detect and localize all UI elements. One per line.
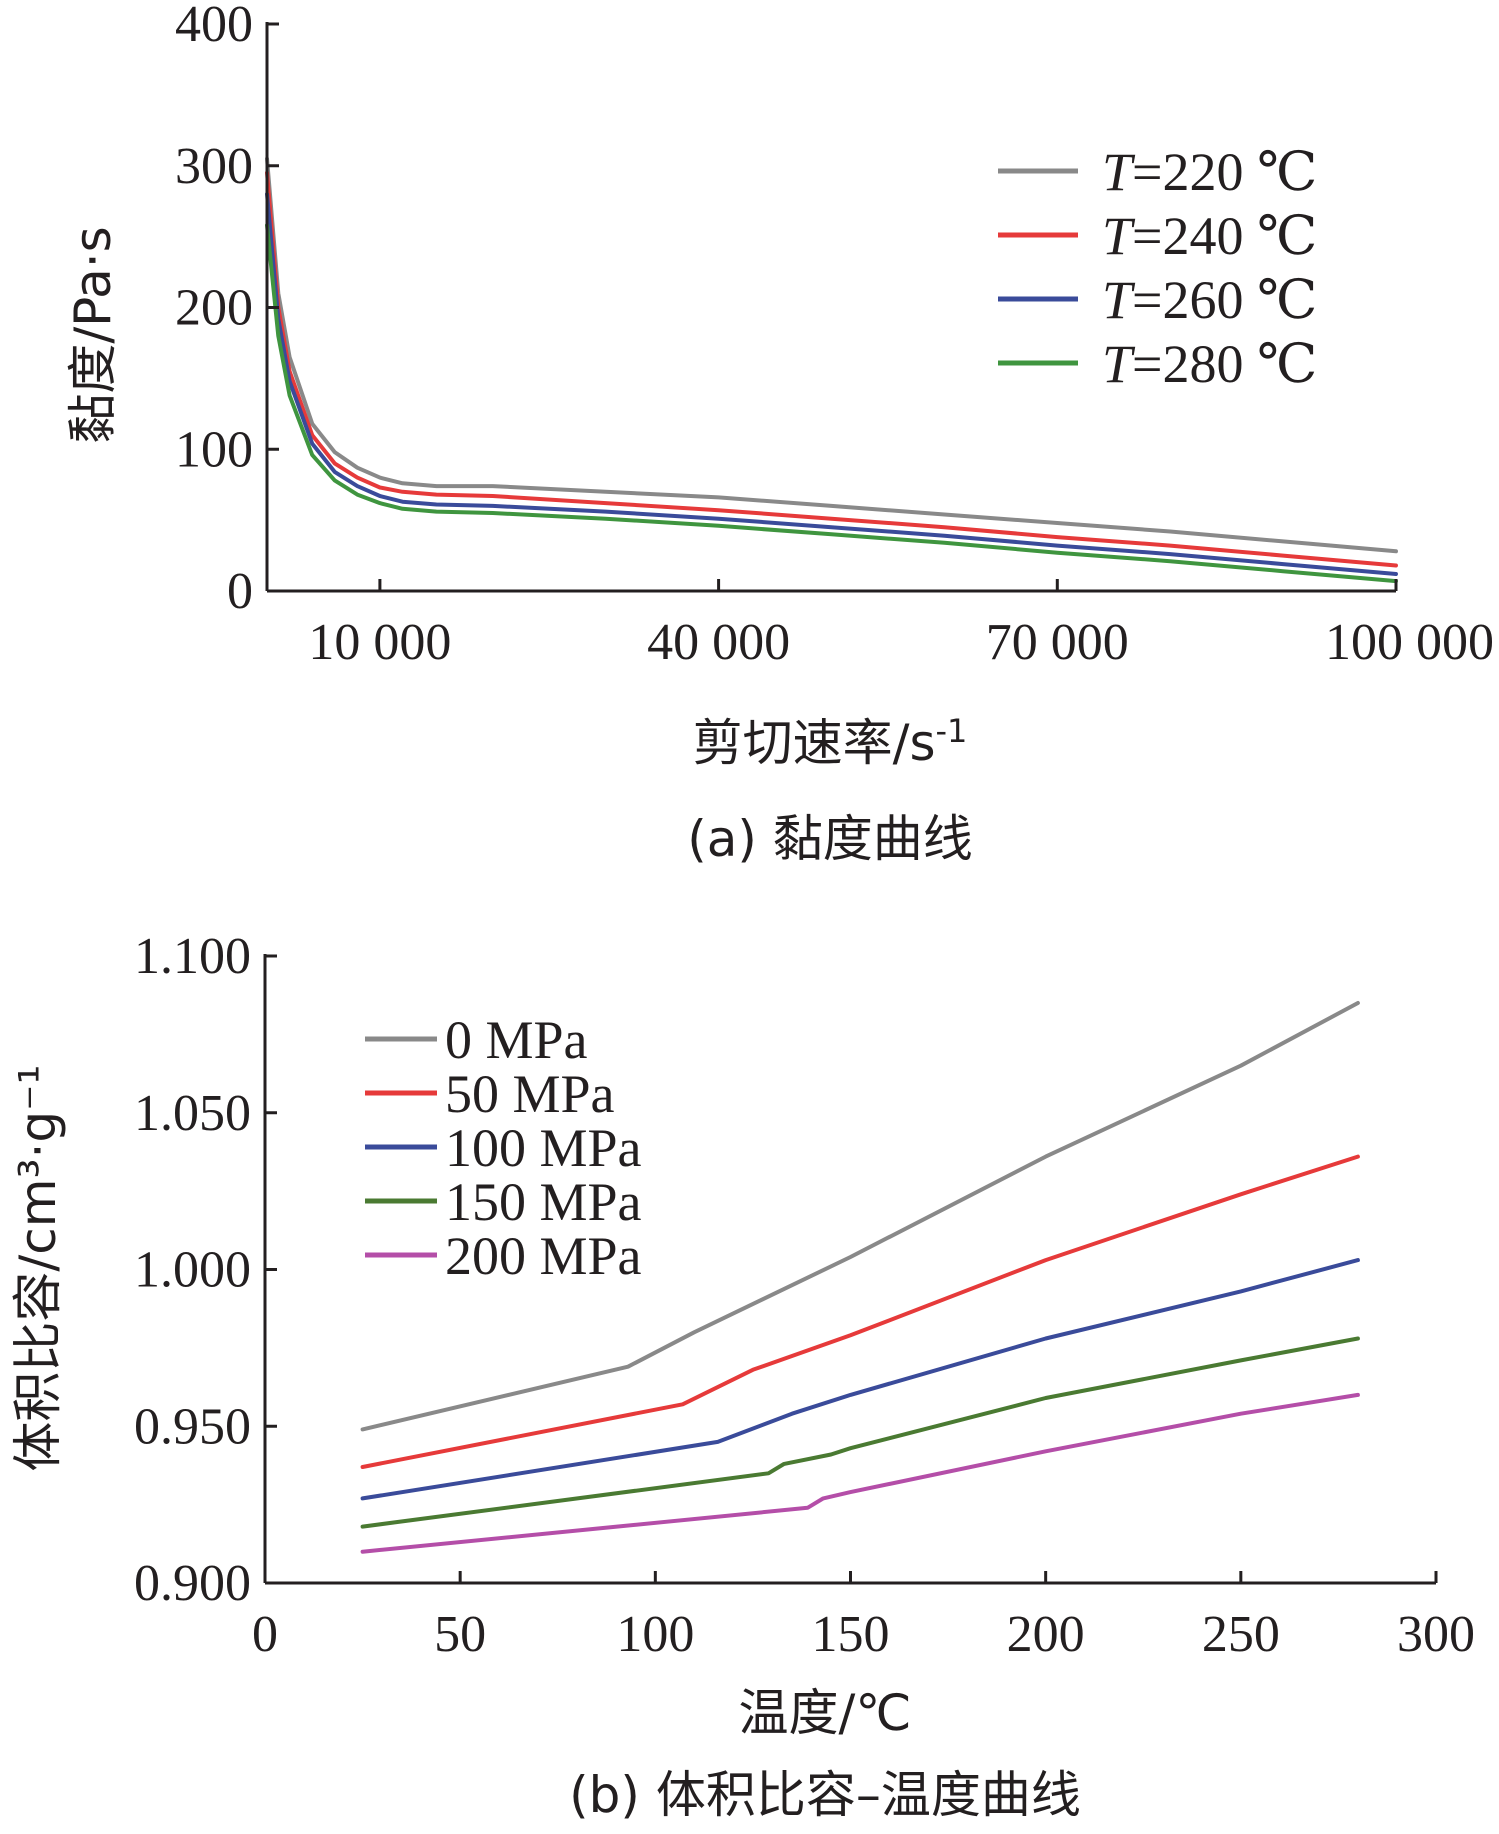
specific-volume-x-tick-label: 100: [616, 1606, 694, 1663]
viscosity-y-tick-label: 300: [175, 138, 253, 195]
viscosity-legend: T=220 ℃T=240 ℃T=260 ℃T=280 ℃: [998, 142, 1317, 394]
specific-volume-series-group: [360, 1001, 1360, 1554]
viscosity-y-tick-label: 200: [175, 280, 253, 337]
specific-volume-series-line-1: [360, 1001, 1360, 1432]
specific-volume-series-line-5: [360, 1392, 1360, 1554]
legend-label-1: 0 MPa: [445, 1010, 588, 1070]
viscosity-chart: 0 100 200 300 400 10 000 40 000 70 000 100 000 黏…: [64, 0, 1494, 868]
specific-volume-x-axis-label: 温度/℃: [739, 1684, 912, 1742]
specific-volume-y-tick-label: 0.900: [134, 1555, 251, 1612]
specific-volume-series-line-3: [360, 1258, 1360, 1501]
specific-volume-x-tick-label: 200: [1007, 1606, 1085, 1663]
legend-label-4: T=280 ℃: [1102, 334, 1317, 394]
viscosity-series-line-4: [265, 223, 1398, 584]
viscosity-x-tick-label: 40 000: [647, 614, 790, 671]
viscosity-series-group: [265, 156, 1398, 584]
specific-volume-series-line-4: [360, 1336, 1360, 1529]
specific-volume-x-tick-label: 50: [434, 1606, 486, 1663]
specific-volume-y-axis-label: 体积比容/cm³·g⁻¹: [9, 1064, 67, 1471]
specific-volume-y-tick-label: 1.000: [134, 1242, 251, 1299]
viscosity-x-axis-label: 剪切速率/s-1: [693, 712, 968, 772]
specific-volume-y-tick-label: 1.050: [134, 1085, 251, 1142]
legend-label-2: 50 MPa: [445, 1064, 615, 1124]
specific-volume-x-tick-label: 0: [252, 1606, 278, 1663]
viscosity-x-tick-label: 100 000: [1325, 614, 1494, 671]
specific-volume-x-tick-label: 150: [812, 1606, 890, 1663]
specific-volume-caption: (b) 体积比容–温度曲线: [569, 1766, 1081, 1824]
legend-label-2: T=240 ℃: [1102, 206, 1317, 266]
viscosity-y-tick-label: 400: [175, 0, 253, 53]
viscosity-series-line-3: [265, 192, 1398, 576]
viscosity-series-line-1: [265, 156, 1398, 554]
viscosity-y-tick-label: 100: [175, 421, 253, 478]
specific-volume-chart: 0.900 0.950 1.000 1.050 1.100 0 50 100 150 200 250…: [9, 928, 1475, 1824]
legend-label-3: 100 MPa: [445, 1118, 642, 1178]
specific-volume-x-tick-label: 300: [1397, 1606, 1475, 1663]
specific-volume-series-line-2: [360, 1154, 1360, 1469]
viscosity-caption: (a) 黏度曲线: [687, 810, 973, 868]
specific-volume-y-tick-label: 1.100: [134, 928, 251, 985]
legend-label-1: T=220 ℃: [1102, 142, 1317, 202]
specific-volume-y-tick-label: 0.950: [134, 1398, 251, 1455]
specific-volume-x-tick-label: 250: [1202, 1606, 1280, 1663]
viscosity-y-axis-label: 黏度/Pa·s: [64, 226, 122, 443]
legend-label-3: T=260 ℃: [1102, 270, 1317, 330]
viscosity-x-tick-label: 70 000: [986, 614, 1129, 671]
viscosity-x-tick-label: 10 000: [308, 614, 451, 671]
legend-label-4: 150 MPa: [445, 1172, 642, 1232]
viscosity-y-tick-label: 0: [227, 563, 253, 620]
viscosity-series-line-2: [265, 170, 1398, 568]
legend-label-5: 200 MPa: [445, 1226, 642, 1286]
